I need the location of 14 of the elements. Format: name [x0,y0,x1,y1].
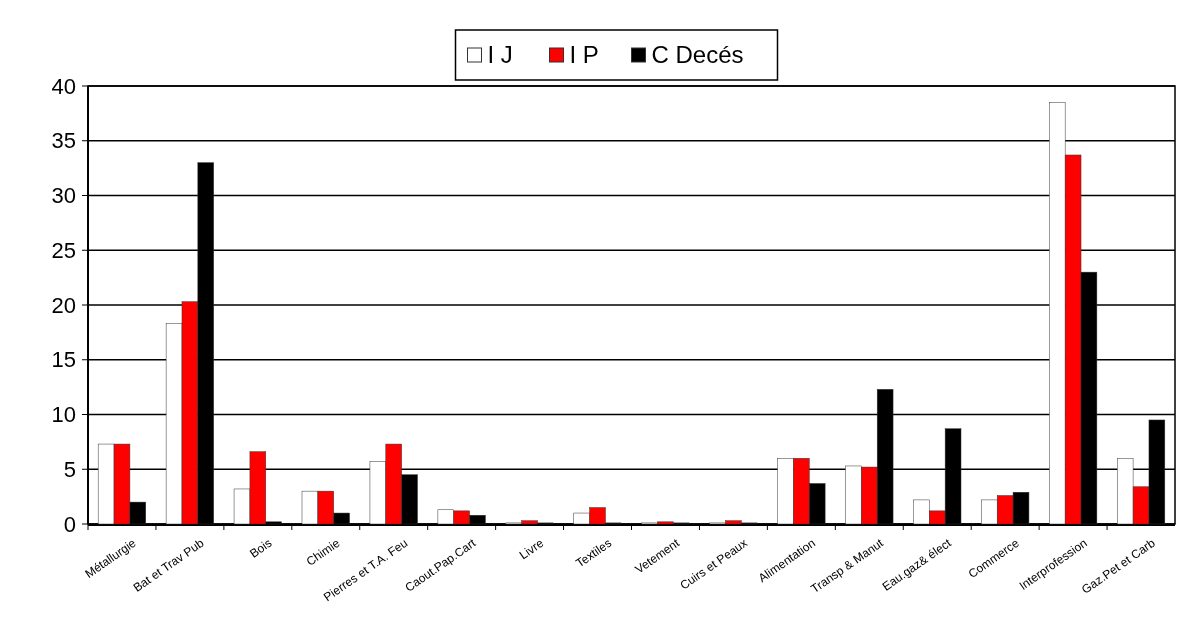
y-tick-label: 35 [51,128,76,154]
y-tick-label: 0 [63,511,76,537]
y-tick-label: 25 [51,237,76,263]
y-tick-label: 30 [51,183,76,209]
legend-label: I J [487,41,513,69]
y-tick-label: 20 [51,292,76,318]
y-tick-label: 40 [51,73,76,99]
x-tick-label: Livre [516,535,547,563]
x-tick-label: Bois [247,535,275,561]
legend-label: C Decés [651,41,744,69]
y-tick-label: 5 [63,456,76,482]
y-tick-label: 15 [51,347,76,373]
legend-label: I P [569,41,599,69]
y-tick-label: 10 [51,402,76,428]
